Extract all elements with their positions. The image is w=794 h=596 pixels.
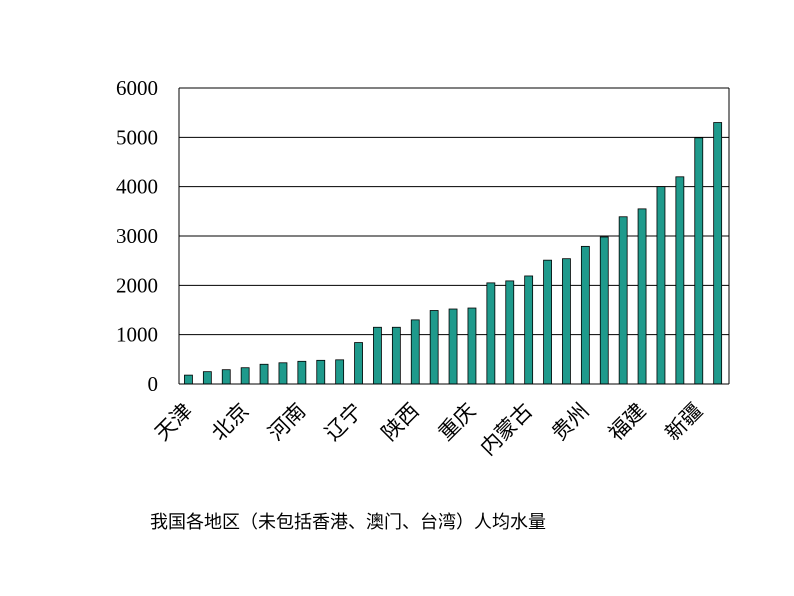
grid-lines (179, 87, 729, 336)
axes (178, 88, 730, 385)
y-tick-label: 5000 (116, 125, 158, 149)
y-tick-label: 3000 (116, 224, 158, 248)
bar (278, 362, 288, 385)
y-tick-labels: 0 1000 2000 3000 4000 5000 6000 (116, 76, 158, 396)
category-label: 河南 (264, 399, 311, 446)
chart-caption: 我国各地区（未包括香港、澳门、台湾）人均水量 (150, 512, 546, 533)
bar (599, 236, 609, 385)
bar (297, 360, 307, 385)
y-tick-label: 2000 (116, 273, 158, 297)
bar (694, 137, 704, 385)
bar (562, 258, 571, 385)
bar (316, 359, 326, 385)
category-label: 贵州 (547, 399, 594, 446)
bar (184, 374, 193, 385)
bar (448, 308, 458, 385)
category-label: 福建 (604, 399, 651, 446)
bar (202, 371, 212, 385)
bar (240, 367, 250, 385)
bars (184, 122, 723, 385)
bar (543, 259, 552, 385)
bar (373, 326, 382, 385)
bar (391, 326, 401, 385)
bar (354, 342, 363, 385)
bar (637, 208, 647, 385)
bar (656, 186, 666, 385)
y-tick-label: 4000 (116, 175, 158, 199)
bar (221, 369, 231, 385)
category-label: 内蒙古 (476, 399, 538, 461)
bar (580, 245, 590, 385)
category-label: 重庆 (434, 399, 481, 446)
y-tick-label: 1000 (116, 323, 158, 347)
bar (486, 282, 496, 385)
bar (618, 216, 628, 385)
bar (429, 310, 439, 385)
category-label: 辽宁 (320, 399, 367, 446)
bar (467, 307, 477, 385)
bar (410, 319, 420, 385)
bar (335, 359, 345, 385)
bar (505, 280, 515, 385)
y-tick-label: 6000 (116, 76, 158, 100)
bar (524, 275, 534, 385)
category-label: 新疆 (661, 399, 708, 446)
bar (713, 122, 723, 385)
category-label: 天津 (150, 399, 197, 446)
category-label: 陕西 (377, 399, 424, 446)
y-tick-label: 0 (148, 372, 159, 396)
bar (675, 176, 685, 385)
category-label: 北京 (207, 399, 254, 446)
bar (259, 363, 269, 385)
